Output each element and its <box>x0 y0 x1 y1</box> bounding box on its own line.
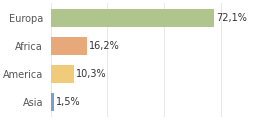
Text: 1,5%: 1,5% <box>56 97 81 107</box>
Bar <box>51 93 54 111</box>
Bar <box>51 65 74 83</box>
Text: 72,1%: 72,1% <box>216 13 247 23</box>
Text: 16,2%: 16,2% <box>89 41 120 51</box>
Text: 10,3%: 10,3% <box>76 69 106 79</box>
Bar <box>51 9 214 27</box>
Bar <box>51 37 87 55</box>
